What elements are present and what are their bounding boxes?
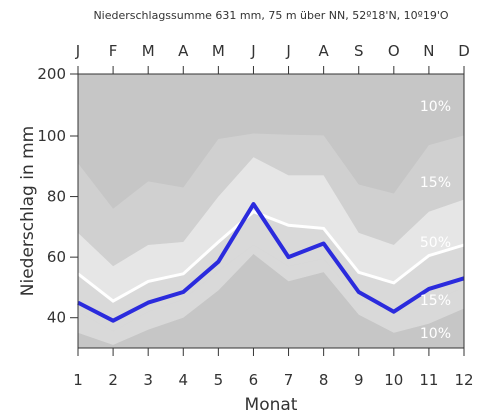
month-label: J bbox=[250, 42, 255, 60]
axes bbox=[77, 73, 465, 349]
band-label-lower-15: 15% bbox=[420, 293, 451, 309]
month-label: O bbox=[388, 42, 400, 60]
month-label: M bbox=[142, 42, 155, 60]
month-label: S bbox=[354, 42, 364, 60]
y-tick-label: 200 bbox=[37, 65, 66, 83]
band-15-upper bbox=[78, 157, 464, 332]
y-ticks: 40 60 80 100 200 bbox=[37, 65, 78, 327]
y-tick-label: 40 bbox=[47, 309, 66, 327]
x-tick-label: 8 bbox=[319, 371, 329, 389]
band-15-lower bbox=[78, 245, 464, 345]
x-ticks-bottom: 1 2 3 4 5 6 7 8 9 10 11 12 bbox=[73, 348, 474, 389]
chart-title: Niederschlagssumme 631 mm, 75 m über NN,… bbox=[93, 9, 448, 22]
y-tick-label: 80 bbox=[47, 188, 66, 206]
x-tick-label: 1 bbox=[73, 371, 83, 389]
x-tick-label: 3 bbox=[143, 371, 153, 389]
x-tick-label: 6 bbox=[249, 371, 259, 389]
x-tick-label: 10 bbox=[384, 371, 403, 389]
band-label-upper-10: 10% bbox=[420, 99, 451, 115]
plot-area bbox=[77, 74, 465, 348]
band-10-lower bbox=[78, 254, 464, 348]
x-tick-label: 12 bbox=[454, 371, 473, 389]
band-central bbox=[78, 157, 464, 302]
precipitation-line bbox=[77, 202, 465, 323]
month-label: D bbox=[458, 42, 470, 60]
month-label: F bbox=[109, 42, 118, 60]
x-tick-label: 5 bbox=[214, 371, 224, 389]
x-tick-label: 9 bbox=[354, 371, 364, 389]
month-label: A bbox=[178, 42, 189, 60]
month-label: M bbox=[212, 42, 225, 60]
y-axis-label: Niederschlag in mm bbox=[18, 126, 38, 296]
x-tick-label: 4 bbox=[178, 371, 188, 389]
x-tick-label: 7 bbox=[284, 371, 294, 389]
month-label: N bbox=[423, 42, 434, 60]
band-label-median: 50% bbox=[420, 235, 451, 251]
y-tick-label: 100 bbox=[37, 127, 66, 145]
month-label: J bbox=[75, 42, 80, 60]
band-label-upper-15: 15% bbox=[420, 175, 451, 191]
x-tick-label: 11 bbox=[419, 371, 438, 389]
x-tick-label: 2 bbox=[108, 371, 118, 389]
band-labels: 10% 15% 50% 15% 10% bbox=[420, 99, 451, 342]
median-line bbox=[77, 209, 465, 303]
band-label-lower-10: 10% bbox=[420, 326, 451, 342]
month-label: A bbox=[319, 42, 330, 60]
month-label: J bbox=[285, 42, 290, 60]
x-axis-label: Monat bbox=[245, 395, 298, 415]
y-tick-label: 60 bbox=[47, 248, 66, 266]
